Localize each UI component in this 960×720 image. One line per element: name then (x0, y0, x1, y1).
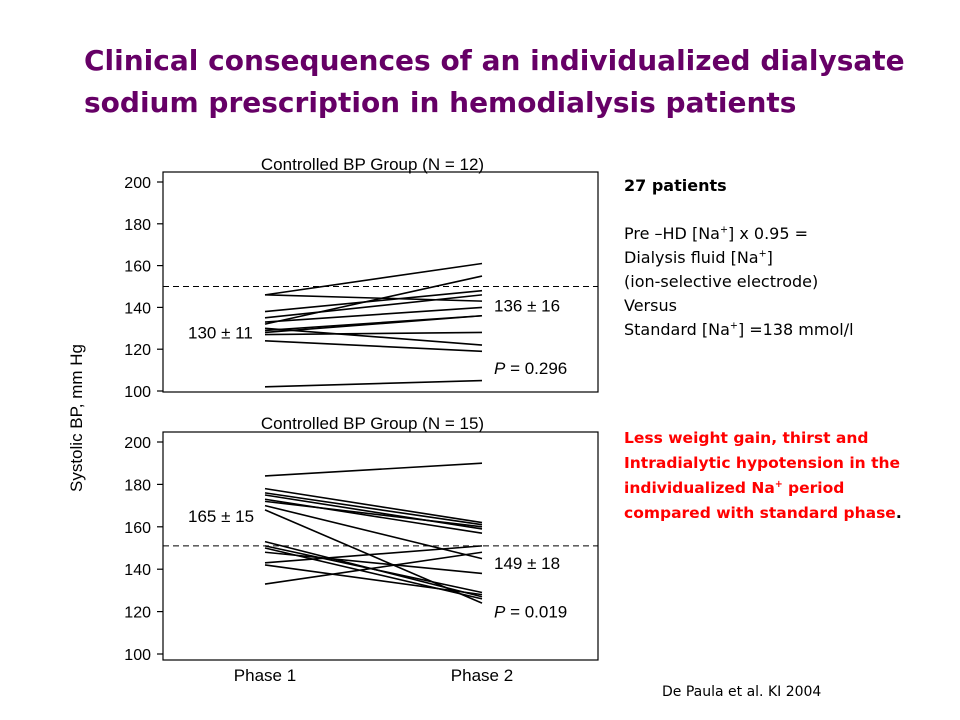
bp-figure: Systolic BP, mm Hg Controlled BP Group (… (67, 155, 599, 685)
patient-line (264, 314, 483, 334)
p-value: = 0.296 (505, 359, 567, 378)
y-tick-label: 160 (124, 259, 151, 276)
y-tick-label: 180 (124, 477, 151, 494)
p-symbol: P (494, 359, 506, 378)
conclusion-line-1: Less weight gain, thirst and (624, 429, 869, 447)
y-tick-label: 200 (124, 435, 151, 452)
bottom-panel: Controlled BP Group (N = 15) 200 180 160 140… (124, 414, 599, 685)
patient-line (264, 294, 483, 319)
formula-line-1: Pre –HD [Na+] x 0.95 = (624, 224, 809, 243)
y-axis-label: Systolic BP, mm Hg (67, 344, 86, 492)
p-value-label: P = 0.296 (494, 359, 567, 378)
phase1-summary-label: 165 ± 15 (188, 507, 254, 526)
citation: De Paula et al. KI 2004 (662, 684, 822, 700)
patient-line (264, 340, 483, 353)
label-backdrop (184, 504, 260, 529)
patient-line (264, 564, 483, 596)
conclusion-line-2: Intradialytic hypotension in the (624, 454, 901, 472)
y-tick-label: 100 (124, 647, 151, 664)
patient-count: 27 patients (624, 176, 727, 195)
label-backdrop (490, 550, 570, 575)
y-tick-label: 120 (124, 342, 151, 359)
patient-line (264, 492, 483, 526)
conclusion-line-4: compared with standard phase. (624, 504, 902, 522)
plot-frame (162, 171, 599, 393)
x-tick-label: Phase 2 (451, 666, 513, 685)
title-line-1: Clinical consequences of an individualiz… (84, 44, 905, 77)
y-tick-label: 140 (124, 562, 151, 579)
y-tick-label: 180 (124, 217, 151, 234)
patient-line (264, 504, 483, 560)
patient-line (264, 551, 483, 575)
patient-line (264, 294, 483, 302)
phase1-summary-label: 130 ± 11 (188, 323, 253, 342)
formula-line-4: Versus (624, 296, 677, 315)
phase2-summary-label: 136 ± 16 (494, 296, 560, 315)
top-panel: Controlled BP Group (N = 12) 200 180 160 140… (124, 155, 599, 401)
patient-line (264, 500, 483, 528)
patient-line (264, 379, 483, 388)
y-tick-label: 160 (124, 520, 151, 537)
formula-line-2: Dialysis fluid [Na+] (624, 248, 773, 267)
x-tick-label: Phase 1 (234, 666, 296, 685)
phase2-summary-label: 149 ± 18 (494, 554, 560, 573)
y-tick-label: 120 (124, 605, 151, 622)
patient-line (264, 289, 483, 313)
patient-line (264, 487, 483, 524)
panel-title: Controlled BP Group (N = 12) (261, 155, 484, 174)
conclusion-line-3: individualized Na+ period (624, 478, 845, 497)
conclusion-text: Less weight gain, thirst and Intradialyt… (624, 426, 944, 526)
patient-line (264, 545, 483, 594)
patient-line (264, 545, 483, 564)
patient-line (264, 275, 483, 325)
panel-title: Controlled BP Group (N = 15) (261, 414, 484, 433)
p-symbol: P (494, 603, 506, 622)
study-notes: 27 patients Pre –HD [Na+] x 0.95 = Dialy… (624, 174, 944, 342)
y-tick-label: 140 (124, 300, 151, 317)
title-line-2: sodium prescription in hemodialysis pati… (84, 86, 797, 119)
patient-line (264, 262, 483, 296)
patient-line (264, 327, 483, 346)
slide-title: Clinical consequences of an individualiz… (84, 40, 944, 124)
formula-line-3: (ion-selective electrode) (624, 272, 819, 291)
patient-line (264, 462, 483, 477)
p-value-label: P = 0.019 (494, 603, 567, 622)
formula-line-5: Standard [Na+] =138 mmol/l (624, 320, 854, 339)
y-tick-label: 100 (124, 384, 151, 401)
patient-line (264, 331, 483, 336)
label-backdrop (490, 293, 570, 318)
patient-line (264, 498, 483, 534)
patient-line (264, 551, 483, 585)
y-tick-label: 200 (124, 175, 151, 192)
label-backdrop (184, 320, 260, 345)
patient-line (264, 306, 483, 323)
p-value: = 0.019 (505, 603, 567, 622)
